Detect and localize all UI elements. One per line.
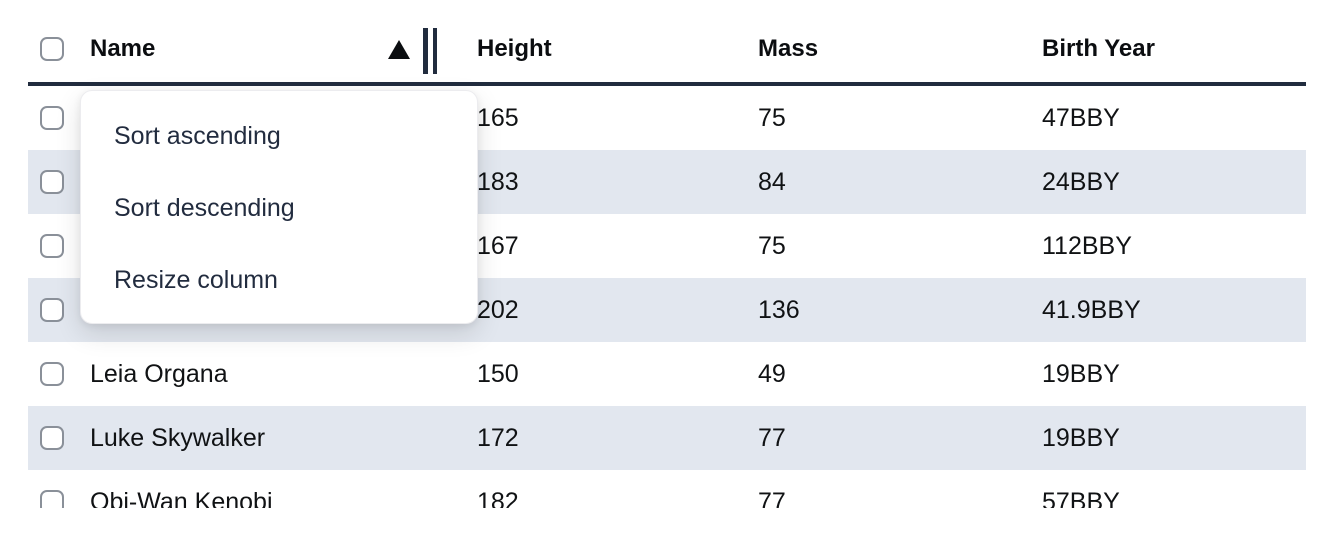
cell-height: 202: [477, 295, 519, 324]
menu-item-sort-descending[interactable]: Sort descending: [114, 193, 295, 222]
cell-name: Obi-Wan Kenobi: [90, 487, 273, 509]
cell-birth-year: 19BBY: [1042, 423, 1120, 452]
cell-birth-year: 112BBY: [1042, 231, 1132, 260]
row-checkbox[interactable]: [40, 490, 64, 508]
column-header-mass[interactable]: Mass: [758, 35, 819, 62]
table-header-row: Name Height Mass Birth Year: [28, 0, 1306, 86]
column-header-height[interactable]: Height: [477, 35, 552, 62]
menu-item-resize-column[interactable]: Resize column: [114, 265, 278, 294]
row-checkbox[interactable]: [40, 362, 64, 386]
cell-height: 165: [477, 103, 519, 132]
cell-birth-year: 57BBY: [1042, 487, 1120, 509]
select-all-checkbox[interactable]: [40, 37, 64, 61]
table-row: Obi-Wan Kenobi 182 77 57BBY: [28, 470, 1306, 508]
row-checkbox[interactable]: [40, 298, 64, 322]
cell-mass: 75: [758, 103, 786, 132]
row-checkbox[interactable]: [40, 234, 64, 258]
cell-mass: 84: [758, 167, 786, 196]
column-header-birth-year[interactable]: Birth Year: [1042, 35, 1155, 62]
table-row: Leia Organa 150 49 19BBY: [28, 342, 1306, 406]
cell-height: 183: [477, 167, 519, 196]
row-checkbox[interactable]: [40, 106, 64, 130]
column-context-menu: Sort ascending Sort descending Resize co…: [80, 90, 478, 324]
column-resize-handle[interactable]: [423, 28, 437, 74]
row-checkbox[interactable]: [40, 170, 64, 194]
cell-birth-year: 41.9BBY: [1042, 295, 1141, 324]
table-row: 202 136 41.9BBY: [28, 278, 1306, 342]
row-checkbox[interactable]: [40, 426, 64, 450]
cell-mass: 75: [758, 231, 786, 260]
cell-name: Luke Skywalker: [90, 423, 266, 452]
cell-mass: 136: [758, 295, 800, 324]
cell-height: 167: [477, 231, 519, 260]
cell-mass: 77: [758, 423, 786, 452]
cell-birth-year: 24BBY: [1042, 167, 1120, 196]
cell-mass: 77: [758, 487, 786, 509]
cell-birth-year: 47BBY: [1042, 103, 1120, 132]
column-header-name[interactable]: Name: [90, 35, 156, 62]
table-row: Luke Skywalker 172 77 19BBY: [28, 406, 1306, 470]
cell-birth-year: 19BBY: [1042, 359, 1120, 388]
sort-ascending-icon: [388, 40, 410, 59]
cell-mass: 49: [758, 359, 786, 388]
cell-height: 182: [477, 487, 519, 509]
cell-height: 150: [477, 359, 519, 388]
cell-height: 172: [477, 423, 519, 452]
cell-name: Leia Organa: [90, 359, 228, 388]
select-all-cell: [28, 37, 90, 61]
menu-item-sort-ascending[interactable]: Sort ascending: [114, 121, 281, 150]
